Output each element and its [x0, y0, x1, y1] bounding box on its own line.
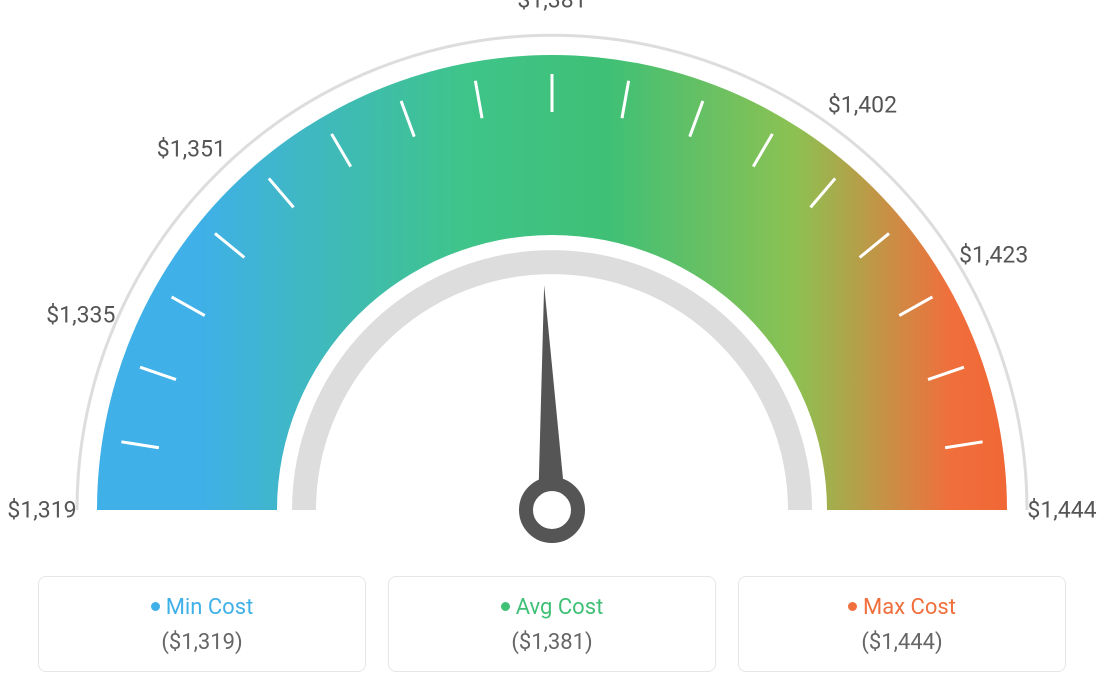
- legend-card-min: Min Cost ($1,319): [38, 576, 366, 672]
- gauge-tick-label: $1,335: [46, 301, 115, 328]
- gauge-svg: [0, 0, 1104, 560]
- gauge-tick-label: $1,423: [959, 242, 1028, 269]
- legend-title-min: Min Cost: [51, 595, 353, 620]
- legend-card-max: Max Cost ($1,444): [738, 576, 1066, 672]
- dot-icon-min: [151, 602, 160, 611]
- gauge-tick-label: $1,319: [7, 497, 76, 524]
- gauge-tick-label: $1,381: [517, 0, 586, 14]
- gauge-area: $1,319 $1,335 $1,351 $1,381 $1,402 $1,423 $1,4…: [0, 0, 1104, 560]
- legend-title-max: Max Cost: [751, 595, 1053, 620]
- dot-icon-avg: [501, 602, 510, 611]
- legend-card-avg: Avg Cost ($1,381): [388, 576, 716, 672]
- legend-title-avg: Avg Cost: [401, 595, 703, 620]
- gauge-tick-label: $1,351: [157, 136, 226, 163]
- gauge-tick-label: $1,402: [828, 92, 897, 119]
- legend-row: Min Cost ($1,319) Avg Cost ($1,381) Max …: [0, 576, 1104, 672]
- gauge-chart-container: $1,319 $1,335 $1,351 $1,381 $1,402 $1,423 $1,4…: [0, 0, 1104, 690]
- gauge-tick-label: $1,444: [1027, 497, 1096, 524]
- legend-value-min: ($1,319): [51, 630, 353, 655]
- legend-label-avg: Avg Cost: [516, 595, 604, 620]
- legend-label-max: Max Cost: [863, 595, 956, 620]
- legend-label-min: Min Cost: [166, 595, 254, 620]
- dot-icon-max: [848, 602, 857, 611]
- legend-value-avg: ($1,381): [401, 630, 703, 655]
- legend-value-max: ($1,444): [751, 630, 1053, 655]
